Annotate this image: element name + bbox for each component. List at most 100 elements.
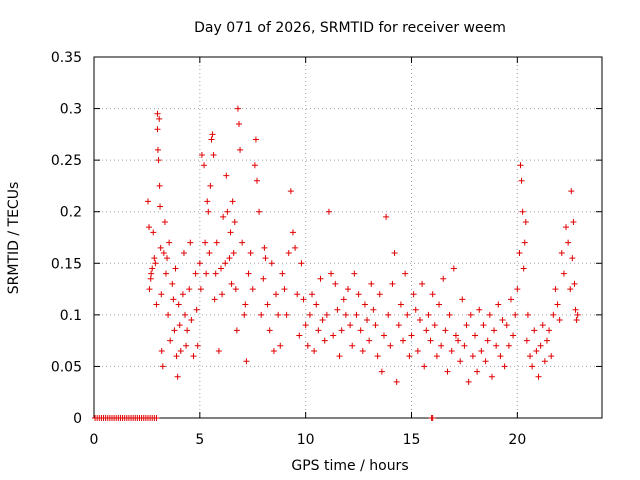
data-point <box>146 286 153 293</box>
data-point <box>179 291 186 298</box>
data-point <box>281 286 288 293</box>
data-point <box>258 311 265 318</box>
data-point <box>433 353 440 360</box>
data-point <box>474 368 481 375</box>
data-point <box>355 291 362 298</box>
data-point <box>452 332 459 339</box>
data-point <box>177 347 184 354</box>
data-point <box>247 249 254 256</box>
data-point <box>242 301 249 308</box>
data-point <box>169 280 176 287</box>
data-point <box>309 291 316 298</box>
data-point <box>484 337 491 344</box>
data-point <box>243 358 250 365</box>
data-point <box>565 239 572 246</box>
data-point <box>465 378 472 385</box>
data-point <box>548 353 555 360</box>
chart-title: Day 071 of 2026, SRMTID for receiver wee… <box>194 20 506 36</box>
data-point <box>370 306 377 313</box>
data-point <box>472 332 478 339</box>
y-tick-label: 0 <box>73 411 82 427</box>
data-point <box>323 311 330 318</box>
x-tick-label: 15 <box>403 432 421 448</box>
y-axis-label: SRMTID / TECUs <box>6 182 22 295</box>
data-point <box>162 270 169 277</box>
data-point <box>539 322 546 329</box>
data-point <box>499 317 506 324</box>
data-point <box>448 347 455 354</box>
data-point <box>391 249 398 256</box>
data-point <box>279 270 286 277</box>
data-point <box>406 353 413 360</box>
data-point <box>503 322 510 329</box>
data-point <box>306 311 313 318</box>
data-point <box>152 260 159 267</box>
data-point <box>151 255 158 262</box>
data-point <box>156 115 163 122</box>
data-point <box>319 317 326 324</box>
data-point <box>410 291 417 298</box>
data-point <box>296 332 303 339</box>
data-point <box>154 126 161 133</box>
data-point <box>517 162 524 169</box>
data-point <box>208 136 215 143</box>
x-tick-label: 10 <box>297 432 315 448</box>
data-point <box>268 260 275 267</box>
data-point <box>376 291 383 298</box>
data-point <box>558 249 565 256</box>
data-point <box>347 322 354 329</box>
data-point <box>510 332 517 339</box>
data-point <box>317 275 324 282</box>
data-point <box>234 105 241 112</box>
data-point <box>389 280 396 287</box>
data-point <box>202 239 209 246</box>
data-point <box>361 301 368 308</box>
data-point <box>223 172 230 179</box>
data-point <box>533 347 540 354</box>
data-point <box>203 270 210 277</box>
data-point <box>486 311 493 318</box>
data-point <box>321 337 328 344</box>
data-point <box>149 265 156 272</box>
data-point <box>147 275 154 282</box>
data-point <box>522 219 529 226</box>
data-point <box>206 249 213 256</box>
data-point <box>478 347 485 354</box>
x-tick-label: 5 <box>195 432 204 448</box>
data-point <box>184 327 191 334</box>
data-point <box>207 182 214 189</box>
data-point <box>198 151 205 158</box>
data-point <box>300 296 307 303</box>
data-point <box>218 265 224 272</box>
data-point <box>556 317 563 324</box>
data-point <box>144 198 151 205</box>
data-point <box>357 327 364 334</box>
data-point <box>368 280 375 287</box>
data-point <box>227 229 234 236</box>
data-point <box>537 342 544 349</box>
data-point <box>480 322 487 329</box>
data-point <box>261 244 268 251</box>
data-point <box>516 249 523 256</box>
data-point <box>241 311 248 318</box>
data-point <box>425 311 432 318</box>
data-point <box>172 265 179 272</box>
data-point <box>374 353 381 360</box>
data-point <box>224 208 231 215</box>
data-point <box>524 311 531 318</box>
data-point <box>174 373 181 380</box>
data-point <box>262 255 269 262</box>
data-point <box>387 342 394 349</box>
data-point <box>563 224 570 231</box>
data-point <box>541 358 548 365</box>
data-point <box>209 131 216 138</box>
data-point <box>493 342 500 349</box>
data-point <box>383 213 390 220</box>
data-point <box>235 121 242 128</box>
data-point <box>531 327 538 334</box>
data-point <box>359 347 366 354</box>
data-point <box>285 249 292 256</box>
data-point <box>459 296 466 303</box>
data-point <box>146 224 153 231</box>
y-tick-label: 0.05 <box>51 359 82 375</box>
